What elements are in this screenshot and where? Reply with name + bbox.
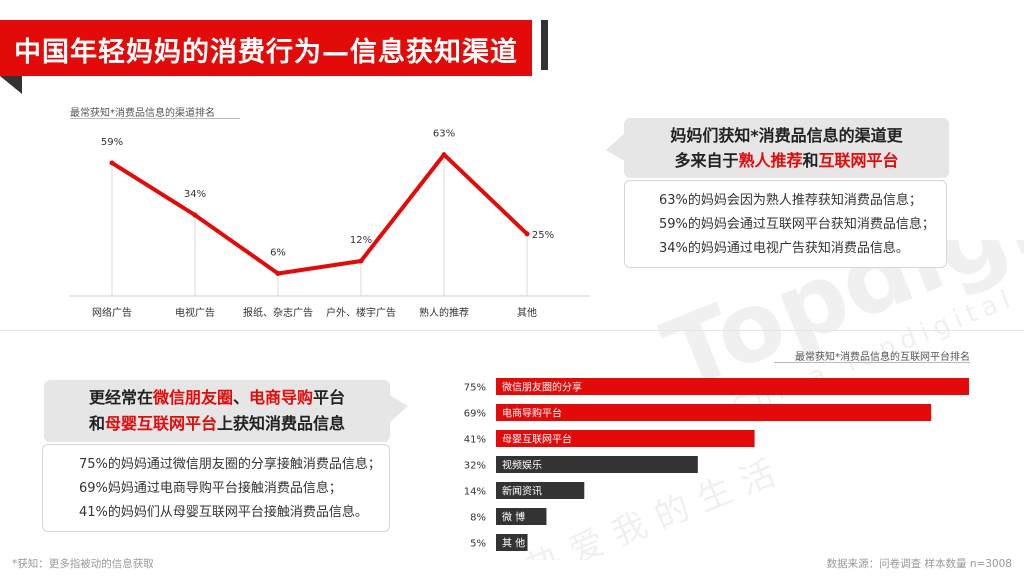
callout-bottom-body: 75%的妈妈通过微信朋友圈的分享接触消费品信息； 69%妈妈通过电商导购平台接触… <box>42 444 390 532</box>
line-chart-category-label: 其他 <box>517 306 537 319</box>
callout-bottom-text: 、 <box>232 388 249 407</box>
line-chart-point <box>275 270 281 276</box>
callout-bottom-text: 上获知消费品信息 <box>217 414 346 433</box>
callout-top-line: 34%的妈妈通过电视广告获知消费品信息。 <box>659 241 909 256</box>
bar-chart-bar <box>496 456 698 473</box>
callout-bottom-line: 69%妈妈通过电商导购平台接触消费品信息； <box>79 481 342 496</box>
bar-chart-category-label: 其 他 <box>502 537 525 550</box>
footnote: *获知：更多指被动的信息获取 <box>12 558 154 570</box>
bar-chart-category-label: 微信朋友圈的分享 <box>502 381 582 394</box>
bar-chart-category-label: 母婴互联网平台 <box>502 433 572 446</box>
bar-chart-category-label: 新闻资讯 <box>502 485 542 498</box>
line-chart-category-label: 户外、楼宇广告 <box>326 306 396 319</box>
line-chart-point <box>441 152 447 158</box>
callout-bottom-line: 75%的妈妈通过微信朋友圈的分享接触消费品信息； <box>79 457 381 472</box>
callout-bottom-heading-line1: 更经常在微信朋友圈、电商导购平台 <box>44 385 390 411</box>
bar-chart-category-label: 微 博 <box>502 511 525 524</box>
bar-chart-value-label: 32% <box>464 461 486 472</box>
line-chart-point <box>524 231 530 237</box>
line-chart-data-label: 59% <box>101 137 123 148</box>
callout-bottom-highlight-ecommerce: 电商导购 <box>249 388 314 407</box>
callout-top-pointer <box>606 132 626 162</box>
line-chart-data-label: 63% <box>433 129 455 140</box>
callout-top-line: 63%的妈妈会因为熟人推荐获知消费品信息； <box>659 193 922 208</box>
bar-chart-category-label: 视频娱乐 <box>502 459 542 472</box>
line-chart-data-label: 12% <box>350 235 372 246</box>
bar-chart-bar <box>496 404 932 421</box>
line-chart-data-label: 34% <box>184 189 206 200</box>
callout-top-body: 63%的妈妈会因为熟人推荐获知消费品信息； 59%的妈妈会通过互联网平台获知消费… <box>624 180 947 268</box>
callout-top-line: 59%的妈妈会通过互联网平台获知消费品信息； <box>659 217 935 232</box>
bar-chart-value-label: 69% <box>464 409 486 420</box>
line-chart-caption: 最常获知*消费品信息的渠道排名 <box>70 108 215 119</box>
title-accent-bar <box>541 20 548 70</box>
line-chart-data-label: 6% <box>270 247 286 258</box>
bar-chart-value-label: 14% <box>464 487 486 498</box>
callout-bottom-heading-line2: 和母婴互联网平台上获知消费品信息 <box>44 411 390 437</box>
callout-top-heading-line1: 妈妈们获知*消费品信息的渠道更 <box>670 126 903 145</box>
bar-chart-caption-underline <box>774 362 970 363</box>
bar-chart-value-label: 5% <box>470 539 486 550</box>
title-fold-decoration <box>0 76 22 94</box>
bar-chart-category-label: 电商导购平台 <box>502 407 562 420</box>
callout-bottom-line: 41%的妈妈们从母婴互联网平台接触消费品信息。 <box>79 505 368 520</box>
line-chart: 59% 网络广告 34% 电视广告 6% 报纸、杂志广告 12% 户外、楼宇广告 63% 熟人的推… <box>70 129 590 319</box>
section-divider <box>0 330 1024 331</box>
data-source: 数据来源：问卷调查 样本数量 n=3008 <box>826 558 1012 570</box>
line-chart-category-label: 报纸、杂志广告 <box>243 306 313 319</box>
bar-chart-value-label: 41% <box>464 435 486 446</box>
callout-top-heading-line2: 多来自于熟人推荐和互联网平台 <box>624 148 949 173</box>
callout-top-text: 多来自于 <box>674 151 739 170</box>
callout-top-highlight-internet: 互联网平台 <box>818 151 899 170</box>
callout-top-highlight-referral: 熟人推荐 <box>738 151 803 170</box>
callout-bottom-highlight-wechat: 微信朋友圈 <box>152 388 233 407</box>
callout-bottom-pointer <box>388 394 408 424</box>
callout-top-text: 和 <box>802 151 819 170</box>
line-chart-series <box>110 152 529 276</box>
line-chart-point <box>109 160 115 166</box>
line-chart-category-label: 电视广告 <box>175 306 215 319</box>
bar-chart: 75% 微信朋友圈的分享 69% 电商导购平台 41% 母婴互联网平台 32% 视频娱乐 14%… <box>464 378 969 551</box>
bar-chart-bar <box>496 534 528 551</box>
callout-bottom-heading: 更经常在微信朋友圈、电商导购平台 和母婴互联网平台上获知消费品信息 <box>44 380 390 442</box>
page-title: 中国年轻妈妈的消费行为—信息获知渠道 <box>14 37 518 68</box>
bar-chart-bar <box>496 430 755 447</box>
title-banner: 中国年轻妈妈的消费行为—信息获知渠道 <box>0 20 532 76</box>
line-chart-category-label: 熟人的推荐 <box>419 306 469 319</box>
line-chart-point <box>358 258 364 264</box>
line-chart-caption-underline <box>70 118 240 119</box>
callout-bottom-text: 更经常在 <box>88 388 153 407</box>
bar-chart-caption: 最常获知*消费品信息的互联网平台排名 <box>795 352 970 363</box>
callout-top-heading: 妈妈们获知*消费品信息的渠道更 多来自于熟人推荐和互联网平台 <box>624 118 949 178</box>
line-chart-data-label: 25% <box>532 230 554 241</box>
bar-chart-value-label: 75% <box>464 383 486 394</box>
bar-chart-value-label: 8% <box>470 513 486 524</box>
line-chart-category-label: 网络广告 <box>92 306 132 319</box>
callout-bottom-text: 和 <box>88 414 105 433</box>
bar-chart-bar <box>496 378 969 395</box>
callout-bottom-text: 平台 <box>313 388 346 407</box>
bar-chart-bar <box>496 508 547 525</box>
bar-chart-bar <box>496 482 585 499</box>
callout-bottom-highlight-maternal: 母婴互联网平台 <box>104 414 217 433</box>
line-chart-point <box>192 212 198 218</box>
